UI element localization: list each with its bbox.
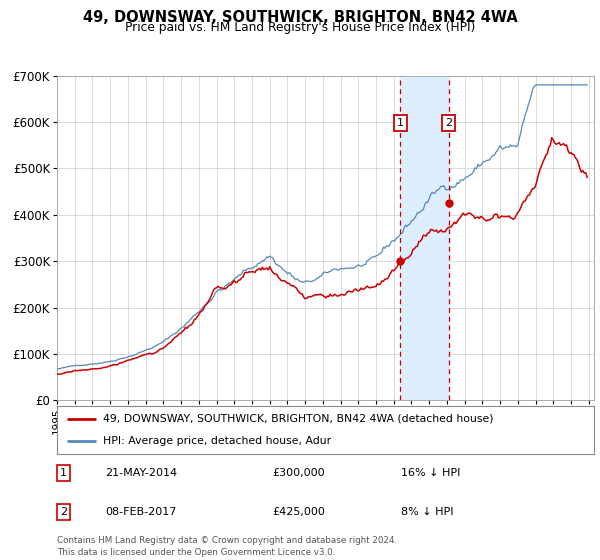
Text: 21-MAY-2014: 21-MAY-2014: [106, 468, 178, 478]
Bar: [400, 76, 449, 400]
Text: 8% ↓ HPI: 8% ↓ HPI: [401, 507, 453, 517]
Text: 1: 1: [397, 118, 404, 128]
Text: £300,000: £300,000: [272, 468, 325, 478]
Text: 2: 2: [445, 118, 452, 128]
Text: 08-FEB-2017: 08-FEB-2017: [106, 507, 177, 517]
Text: 49, DOWNSWAY, SOUTHWICK, BRIGHTON, BN42 4WA: 49, DOWNSWAY, SOUTHWICK, BRIGHTON, BN42 …: [83, 10, 517, 25]
Text: This data is licensed under the Open Government Licence v3.0.: This data is licensed under the Open Gov…: [57, 548, 335, 557]
Text: 49, DOWNSWAY, SOUTHWICK, BRIGHTON, BN42 4WA (detached house): 49, DOWNSWAY, SOUTHWICK, BRIGHTON, BN42 …: [103, 414, 493, 424]
Text: HPI: Average price, detached house, Adur: HPI: Average price, detached house, Adur: [103, 436, 331, 446]
Text: Contains HM Land Registry data © Crown copyright and database right 2024.: Contains HM Land Registry data © Crown c…: [57, 536, 397, 545]
Text: 2: 2: [60, 507, 67, 517]
Text: 1: 1: [60, 468, 67, 478]
Text: Price paid vs. HM Land Registry's House Price Index (HPI): Price paid vs. HM Land Registry's House …: [125, 21, 475, 34]
Text: 16% ↓ HPI: 16% ↓ HPI: [401, 468, 460, 478]
Text: £425,000: £425,000: [272, 507, 325, 517]
